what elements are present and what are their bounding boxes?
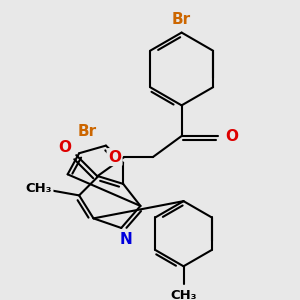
Text: Br: Br: [77, 124, 96, 139]
Text: CH₃: CH₃: [170, 289, 197, 300]
Text: CH₃: CH₃: [26, 182, 52, 195]
Text: Br: Br: [172, 12, 191, 27]
Text: O: O: [108, 150, 121, 165]
Text: N: N: [120, 232, 132, 247]
Text: O: O: [225, 128, 238, 143]
Text: O: O: [58, 140, 71, 155]
